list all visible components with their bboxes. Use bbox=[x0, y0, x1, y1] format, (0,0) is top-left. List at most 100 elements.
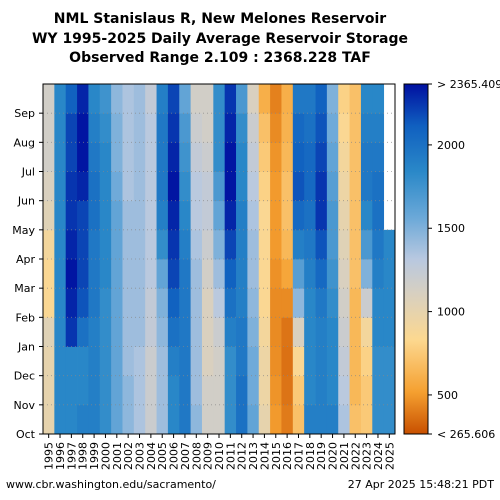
heatmap-cell bbox=[236, 200, 248, 231]
heatmap-cell bbox=[258, 142, 271, 172]
heatmap-cell bbox=[213, 259, 226, 289]
heatmap-cell bbox=[133, 229, 146, 260]
heatmap-cell bbox=[122, 259, 135, 289]
heatmap-cell bbox=[190, 200, 203, 231]
heatmap-cell bbox=[338, 142, 350, 172]
heatmap-cell bbox=[145, 317, 157, 347]
heatmap-cell bbox=[65, 375, 78, 406]
heatmap-cell bbox=[304, 259, 316, 289]
y-tick-label: Aug bbox=[14, 136, 35, 149]
heatmap-cell bbox=[315, 346, 328, 377]
heatmap-cell bbox=[122, 200, 135, 231]
heatmap-cell bbox=[281, 200, 294, 231]
heatmap-cell bbox=[190, 259, 203, 289]
x-tick-label: 2011 bbox=[224, 442, 237, 470]
heatmap-cell bbox=[179, 317, 192, 347]
heatmap-cell bbox=[349, 229, 362, 260]
heatmap-cell bbox=[236, 84, 248, 114]
heatmap-cell bbox=[213, 375, 226, 406]
heatmap-cell bbox=[281, 346, 294, 377]
heatmap-cell bbox=[383, 404, 396, 435]
heatmap-cell bbox=[247, 171, 260, 202]
heatmap-cell bbox=[349, 200, 362, 231]
heatmap-cell bbox=[43, 288, 55, 318]
heatmap-cell bbox=[270, 113, 282, 143]
heatmap-cell bbox=[201, 317, 214, 347]
heatmap-cell bbox=[224, 113, 237, 143]
heatmap-cell bbox=[167, 346, 180, 377]
heatmap-cell bbox=[77, 317, 89, 347]
heatmap-cell bbox=[54, 375, 67, 406]
heatmap-cell bbox=[236, 142, 248, 172]
heatmap-cell bbox=[156, 113, 169, 143]
chart-range-text: Observed Range 2.109 : 2368.228 TAF bbox=[69, 50, 371, 66]
heatmap-cell bbox=[338, 171, 350, 202]
heatmap-cell bbox=[156, 346, 169, 377]
heatmap-cell bbox=[258, 375, 271, 406]
x-tick-label: 2005 bbox=[156, 442, 169, 470]
heatmap-cell bbox=[145, 200, 157, 231]
x-tick-label: 2000 bbox=[99, 442, 112, 470]
heatmap-cell bbox=[360, 259, 373, 289]
x-tick-label: 2017 bbox=[292, 442, 305, 470]
heatmap-cell bbox=[236, 317, 248, 347]
heatmap-cell bbox=[111, 142, 123, 172]
heatmap-cell bbox=[304, 404, 316, 435]
heatmap-cell bbox=[88, 229, 101, 260]
heatmap-cell bbox=[77, 346, 89, 377]
heatmap-cell bbox=[167, 84, 180, 114]
heatmap-cell bbox=[111, 375, 123, 406]
heatmap-cell bbox=[338, 346, 350, 377]
heatmap-cell bbox=[383, 288, 396, 318]
heatmap-cell bbox=[270, 404, 282, 435]
heatmap-cell bbox=[190, 142, 203, 172]
heatmap-cell bbox=[236, 375, 248, 406]
heatmap-cell bbox=[224, 171, 237, 202]
heatmap-cell bbox=[281, 317, 294, 347]
heatmap-cell bbox=[122, 288, 135, 318]
heatmap-cell bbox=[338, 200, 350, 231]
heatmap-cell bbox=[360, 229, 373, 260]
x-tick-label: 2009 bbox=[202, 442, 215, 470]
heatmap-cell bbox=[190, 288, 203, 318]
heatmap-cell bbox=[133, 259, 146, 289]
heatmap-cell bbox=[304, 375, 316, 406]
heatmap-cell bbox=[122, 84, 135, 114]
heatmap-cell bbox=[77, 171, 89, 202]
heatmap-cell bbox=[281, 404, 294, 435]
heatmap-cell bbox=[270, 288, 282, 318]
heatmap-cell bbox=[360, 142, 373, 172]
heatmap-cells bbox=[43, 84, 396, 435]
heatmap-cell bbox=[315, 200, 328, 231]
heatmap-cell bbox=[133, 84, 146, 114]
heatmap-cell bbox=[349, 171, 362, 202]
heatmap-cell bbox=[43, 346, 55, 377]
chart-subtitle: WY 1995-2025 Daily Average Reservoir Sto… bbox=[31, 31, 409, 47]
heatmap-cell bbox=[213, 113, 226, 143]
heatmap-cell bbox=[224, 229, 237, 260]
heatmap-cell bbox=[383, 375, 396, 406]
heatmap-cell bbox=[179, 288, 192, 318]
heatmap-cell bbox=[54, 142, 67, 172]
heatmap-cell bbox=[258, 317, 271, 347]
heatmap-cell bbox=[111, 288, 123, 318]
heatmap-cell bbox=[65, 288, 78, 318]
heatmap-cell bbox=[326, 84, 339, 114]
heatmap-cell bbox=[258, 113, 271, 143]
heatmap-cell bbox=[281, 171, 294, 202]
heatmap-cell bbox=[292, 142, 305, 172]
heatmap-cell bbox=[360, 84, 373, 114]
heatmap-cell bbox=[304, 84, 316, 114]
heatmap-cell bbox=[258, 171, 271, 202]
heatmap-cell bbox=[224, 288, 237, 318]
heatmap-cell bbox=[133, 375, 146, 406]
heatmap-cell bbox=[111, 259, 123, 289]
source-url: www.cbr.washington.edu/sacramento/ bbox=[6, 478, 216, 491]
heatmap-cell bbox=[179, 375, 192, 406]
heatmap-cell bbox=[145, 259, 157, 289]
heatmap-cell bbox=[326, 404, 339, 435]
heatmap-cell bbox=[54, 229, 67, 260]
heatmap-cell bbox=[315, 113, 328, 143]
heatmap-cell bbox=[258, 288, 271, 318]
heatmap-cell bbox=[326, 171, 339, 202]
